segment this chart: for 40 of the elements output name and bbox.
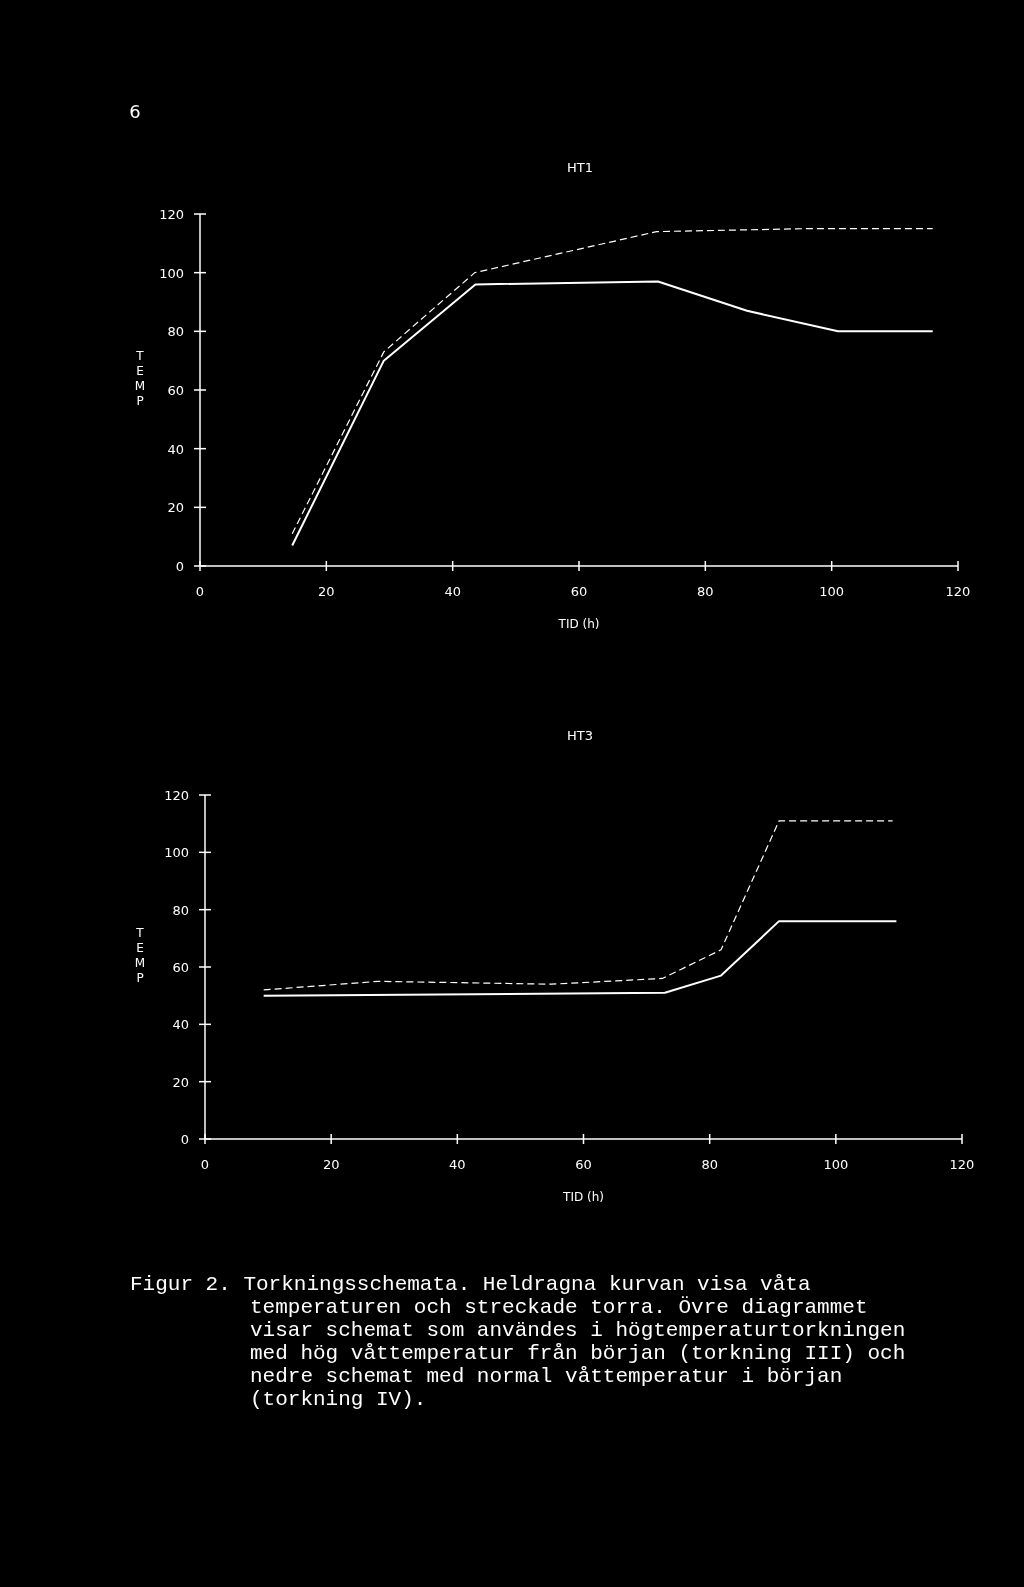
y-tick-label: 100 bbox=[159, 265, 184, 281]
x-tick-label: 80 bbox=[697, 584, 714, 599]
y-tick-label: 100 bbox=[164, 845, 189, 861]
x-axis-title: TID (h) bbox=[562, 1190, 604, 1204]
text: Figur 2. Torkningsschemata. Heldragna kurvan visa våta temperaturen och streckade torra. Övre diagrammet visar schemat som användes i högtemperaturtorkningen med hög våttemperatur från början (torkning III) och nedre schemat med normal våttemperatur i början (torkning IV). bbox=[130, 1273, 906, 1411]
x-tick-label: 40 bbox=[449, 1157, 466, 1172]
x-tick-label: 20 bbox=[322, 1157, 340, 1172]
x-tick-label: 100 bbox=[819, 584, 845, 599]
y-tick-label: 120 bbox=[164, 788, 189, 803]
y-tick-label: 20 bbox=[172, 1074, 189, 1090]
y-tick-label: 0 bbox=[175, 559, 184, 574]
x-tick-label: 0 bbox=[200, 1157, 210, 1172]
x-tick-label: 60 bbox=[570, 584, 588, 599]
x-tick-label: 40 bbox=[444, 584, 461, 599]
chart-title: HT3 bbox=[567, 728, 593, 743]
line-series bbox=[263, 820, 894, 991]
x-tick-label: 60 bbox=[575, 1157, 592, 1172]
x-tick-label: 120 bbox=[945, 584, 971, 599]
y-tick-label: 60 bbox=[172, 960, 189, 975]
x-tick-label: 100 bbox=[823, 1157, 849, 1172]
y-tick-label: 80 bbox=[167, 324, 184, 340]
y-tick-label: 60 bbox=[167, 383, 184, 398]
line-series bbox=[291, 228, 934, 535]
x-axis-title: TID (h) bbox=[557, 617, 600, 631]
chart-title: HT1 bbox=[567, 160, 593, 175]
x-tick-label: 20 bbox=[318, 584, 335, 599]
y-tick-label: 80 bbox=[172, 902, 189, 918]
y-tick-label: 20 bbox=[167, 500, 184, 516]
line-series bbox=[262, 920, 898, 997]
x-tick-label: 0 bbox=[195, 584, 205, 599]
y-axis-title: TEMP bbox=[134, 926, 146, 985]
text: 6 bbox=[129, 101, 141, 122]
x-tick-label: 80 bbox=[701, 1157, 718, 1172]
y-tick-label: 40 bbox=[172, 1017, 189, 1033]
line-series bbox=[291, 280, 934, 547]
x-tick-label: 120 bbox=[949, 1157, 975, 1172]
y-tick-label: 40 bbox=[167, 441, 184, 457]
y-tick-label: 0 bbox=[180, 1132, 189, 1147]
y-axis-title: TEMP bbox=[134, 349, 146, 408]
y-tick-label: 120 bbox=[159, 207, 184, 222]
